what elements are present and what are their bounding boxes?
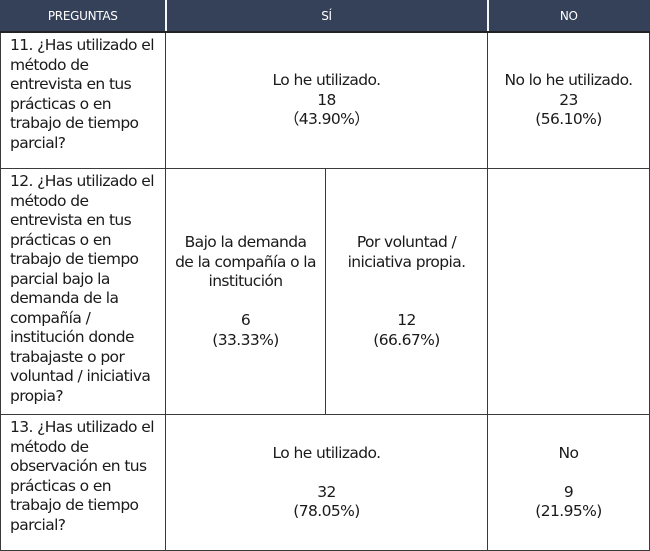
answer-percent: (66.67%) bbox=[373, 330, 440, 349]
table-header: PREGUNTAS SÍ NO bbox=[0, 0, 650, 33]
answer-percent: (21.95%) bbox=[535, 502, 602, 520]
yes-option-own-initiative-cell: Por voluntad / iniciativa propia. 12 (66… bbox=[325, 168, 488, 415]
header-si: SÍ bbox=[164, 0, 489, 33]
answer-count: 23 bbox=[559, 90, 578, 109]
table-row-question-13: 13. ¿Has utilizado el método de observac… bbox=[0, 414, 650, 551]
spacer bbox=[326, 272, 487, 292]
answer-count: 6 bbox=[240, 311, 251, 329]
answer-label: No bbox=[558, 443, 579, 462]
no-answer-cell-empty bbox=[487, 168, 650, 415]
answer-label: Bajo la demanda de la compañía o la inst… bbox=[175, 233, 316, 290]
answer-count: 9 bbox=[563, 482, 574, 501]
yes-answer-cell: Lo he utilizado. 18 （43.90%） bbox=[165, 31, 488, 169]
yes-answer-cell: Lo he utilizado. 32 (78.05%) bbox=[165, 414, 488, 551]
no-answer-cell: No lo he utilizado. 23 (56.10%) bbox=[487, 31, 650, 169]
header-row: PREGUNTAS SÍ NO bbox=[0, 0, 650, 33]
answer-count: 32 bbox=[317, 482, 336, 501]
table-row-question-12: 12. ¿Has utilizado el método de entrevis… bbox=[0, 168, 650, 415]
question-cell: 11. ¿Has utilizado el método de entrevis… bbox=[0, 31, 166, 169]
answer-label: No lo he utilizado. bbox=[504, 71, 633, 90]
yes-option-company-cell: Bajo la demanda de la compañía o la inst… bbox=[165, 168, 326, 415]
answer-count: 12 bbox=[397, 311, 416, 329]
header-no: NO bbox=[486, 0, 650, 33]
question-cell: 13. ¿Has utilizado el método de observac… bbox=[0, 414, 166, 551]
answer-percent: (56.10%) bbox=[535, 110, 602, 129]
answer-count: 18 bbox=[317, 90, 336, 109]
table-body: 11. ¿Has utilizado el método de entrevis… bbox=[0, 31, 650, 551]
answer-label: Lo he utilizado. bbox=[272, 443, 382, 462]
answer-label: Lo he utilizado. bbox=[272, 71, 382, 90]
answer-label: Por voluntad / iniciativa propia. bbox=[347, 233, 466, 271]
spacer bbox=[326, 292, 487, 312]
question-cell: 12. ¿Has utilizado el método de entrevis… bbox=[0, 168, 166, 415]
table-row-question-11: 11. ¿Has utilizado el método de entrevis… bbox=[0, 31, 650, 169]
spacer bbox=[166, 463, 487, 483]
no-answer-cell: No 9 (21.95%) bbox=[487, 414, 650, 551]
spacer bbox=[166, 292, 325, 312]
spacer bbox=[488, 463, 649, 483]
header-preguntas: PREGUNTAS bbox=[0, 0, 167, 33]
answer-percent: (78.05%) bbox=[293, 502, 360, 520]
answer-percent: （43.90%） bbox=[283, 110, 370, 129]
answer-percent: (33.33%) bbox=[212, 330, 279, 349]
